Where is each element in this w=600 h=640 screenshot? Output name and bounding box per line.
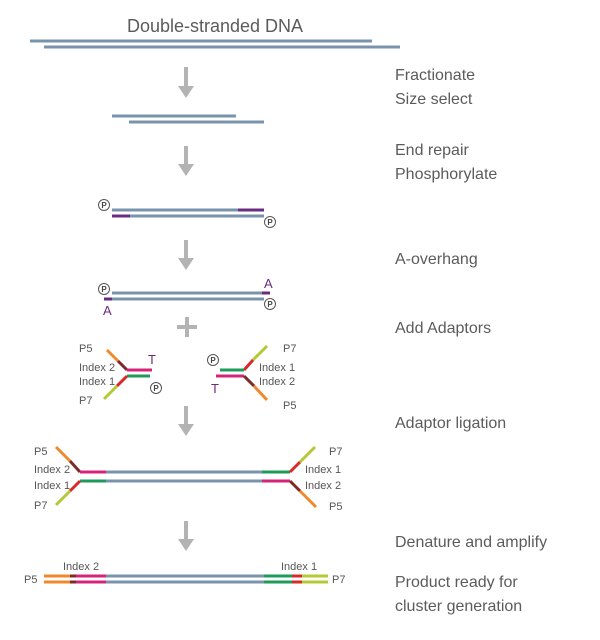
right-adaptor — [216, 344, 269, 402]
step-denature-amplify: Denature and amplify — [395, 534, 547, 551]
svg-text:P: P — [267, 218, 273, 227]
down-arrow-icon — [178, 240, 194, 270]
step-product-line1: Product ready for — [395, 574, 518, 591]
svg-text:P: P — [101, 201, 107, 210]
svg-text:P: P — [210, 356, 216, 365]
phosphate-icon: P — [264, 216, 276, 228]
step-end-repair: End repair — [395, 142, 469, 159]
step-add-adaptors: Add Adaptors — [395, 320, 491, 337]
phosphate-icon: P — [207, 354, 219, 366]
step-a-overhang: A-overhang — [395, 251, 478, 268]
label-p5-product: P5 — [24, 574, 37, 586]
down-arrow-icon — [178, 146, 194, 176]
left-adaptor — [102, 348, 152, 401]
down-arrow-icon — [178, 67, 194, 98]
label-index1-right: Index 1 — [259, 362, 295, 374]
label-index2-ligated-right: Index 2 — [305, 480, 341, 492]
label-p7-left: P7 — [79, 395, 92, 407]
label-p7-product: P7 — [332, 574, 345, 586]
label-index1-ligated-left: Index 1 — [34, 480, 70, 492]
label-p5-left: P5 — [79, 343, 92, 355]
label-index1-product: Index 1 — [281, 561, 317, 573]
phosphate-icon: P — [98, 283, 110, 295]
label-index2-product: Index 2 — [63, 561, 99, 573]
svg-text:P: P — [101, 285, 107, 294]
phosphate-icon: P — [98, 199, 110, 211]
step-size-select: Size select — [395, 91, 473, 108]
phosphate-icon: P — [150, 382, 162, 394]
svg-text:P: P — [267, 300, 273, 309]
diagram-title: Double-stranded DNA — [127, 16, 303, 36]
label-index2-right: Index 2 — [259, 376, 295, 388]
phosphate-icon: P — [264, 298, 276, 310]
step-phosphorylate: Phosphorylate — [395, 166, 497, 183]
label-index1-ligated-right: Index 1 — [305, 464, 341, 476]
plus-icon — [177, 317, 197, 337]
down-arrow-icon — [178, 521, 194, 551]
a-overhang-letter-top: A — [264, 276, 273, 291]
t-overhang-letter-left: T — [148, 352, 156, 367]
label-p5-right: P5 — [283, 400, 296, 412]
final-product — [44, 574, 328, 584]
ligated-product — [54, 445, 318, 509]
svg-text:P: P — [153, 384, 159, 393]
label-p7-ligated-right: P7 — [329, 446, 342, 458]
step-product-line2: cluster generation — [395, 598, 522, 615]
t-overhang-letter-right: T — [211, 381, 219, 396]
label-index2-ligated-left: Index 2 — [34, 464, 70, 476]
step-adaptor-ligation: Adaptor ligation — [395, 415, 506, 432]
label-index1-left: Index 1 — [79, 376, 115, 388]
label-p5-ligated-right: P5 — [329, 501, 342, 513]
label-p5-ligated-left: P5 — [34, 446, 47, 458]
label-p7-right: P7 — [283, 343, 296, 355]
step-fractionate: Fractionate — [395, 67, 475, 84]
label-p7-ligated-left: P7 — [34, 500, 47, 512]
down-arrow-icon — [178, 406, 194, 436]
label-index2-left: Index 2 — [79, 362, 115, 374]
a-overhang-letter-bottom: A — [103, 303, 112, 318]
